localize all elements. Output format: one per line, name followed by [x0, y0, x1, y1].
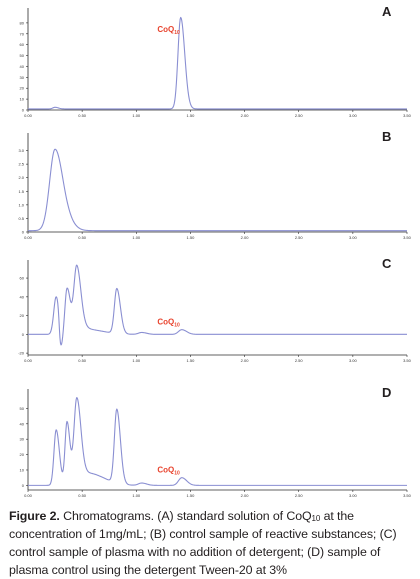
panel-label: A	[382, 4, 392, 19]
x-tick-label: 3.00	[349, 358, 358, 363]
y-tick-label: 70	[20, 31, 25, 36]
y-tick-label: 10	[20, 467, 25, 472]
y-tick-label: 10	[20, 97, 25, 102]
x-tick-label: 1.50	[187, 358, 196, 363]
y-tick-label: 20	[20, 86, 25, 91]
annotation-sub: 10	[174, 30, 180, 36]
peak-annotation-coq10: CoQ10	[157, 466, 180, 477]
x-tick-label: 3.50	[403, 493, 412, 498]
chromatogram-trace	[27, 16, 408, 110]
x-tick-label: 1.00	[132, 113, 141, 118]
x-tick-label: 3.00	[349, 113, 358, 118]
x-tick-label: 0.50	[78, 493, 87, 498]
x-tick-label: 2.00	[241, 358, 250, 363]
y-tick-label: 3.0	[18, 148, 24, 153]
chromatogram-panel-b: 0 0.5 1.0 1.5 2.0 2.5 3.0 0.00 0.50 1.00 1.50 2.00 2…	[18, 129, 411, 240]
annotation-main: CoQ	[157, 25, 174, 34]
x-tick-label: 0.00	[24, 113, 33, 118]
y-tick-label: 1.0	[18, 202, 24, 207]
x-tick-label: 0.00	[24, 358, 33, 363]
x-tick-label: 1.50	[187, 235, 196, 240]
figure-caption: Figure 2. Chromatograms. (A) standard so…	[9, 507, 413, 579]
chromatogram-trace	[27, 264, 408, 346]
caption-text-2: at the concentration of 1mg/mL; (B) cont…	[9, 509, 397, 577]
chromatogram-panel-a: 0 10 20 30 40 50 60 70 80 0.00 0.50 1.00 1.50 2.00 2.5…	[20, 4, 412, 118]
annotation-sub: 10	[174, 322, 180, 328]
x-tick-label: 2.50	[295, 493, 304, 498]
y-tick-label: 2.0	[18, 175, 24, 180]
annotation-main: CoQ	[157, 318, 174, 327]
x-tick-label: 3.00	[349, 493, 358, 498]
x-tick-label: 3.00	[349, 235, 358, 240]
annotation-sub: 10	[174, 470, 180, 476]
y-tick-label: 50	[20, 406, 25, 411]
panel-label: D	[382, 385, 391, 400]
peak-annotation-coq10: CoQ10	[157, 25, 180, 36]
y-tick-label: 0	[22, 332, 25, 337]
y-tick-label: 1.5	[18, 189, 24, 194]
x-tick-label: 2.50	[295, 235, 304, 240]
y-tick-label: 0	[22, 483, 25, 488]
x-tick-label: 2.00	[241, 113, 250, 118]
x-tick-label: 2.00	[241, 235, 250, 240]
y-tick-label: 40	[20, 421, 25, 426]
y-tick-label: 60	[20, 276, 25, 281]
chromatogram-trace	[27, 148, 408, 232]
x-tick-label: 1.00	[132, 493, 141, 498]
chromatogram-panel-d: 0 10 20 30 40 50 0.00 0.50 1.00 1.50 2.00 2.50 3.00 3…	[20, 385, 412, 498]
y-tick-label: 50	[20, 53, 25, 58]
caption-text-1: Chromatograms. (A) standard solution of …	[59, 509, 312, 523]
y-tick-label: -20	[18, 351, 25, 356]
x-tick-label: 3.50	[403, 235, 412, 240]
annotation-main: CoQ	[157, 466, 174, 475]
x-tick-label: 1.00	[132, 358, 141, 363]
y-tick-label: 40	[20, 64, 25, 69]
x-tick-label: 3.50	[403, 113, 412, 118]
x-tick-label: 0.50	[78, 235, 87, 240]
x-tick-label: 2.50	[295, 113, 304, 118]
x-tick-label: 0.00	[24, 235, 33, 240]
chromatogram-panel-c: -20 0 20 40 60 0.00 0.50 1.00 1.50 2.00 2.50 3.00 3.…	[18, 256, 411, 363]
chromatogram-trace	[27, 397, 408, 486]
y-tick-label: 20	[20, 452, 25, 457]
x-tick-label: 0.50	[78, 358, 87, 363]
y-tick-label: 2.5	[18, 162, 24, 167]
y-tick-label: 60	[20, 42, 25, 47]
x-tick-label: 1.00	[132, 235, 141, 240]
y-tick-label: 0.5	[18, 216, 24, 221]
y-tick-label: 40	[20, 294, 25, 299]
y-tick-label: 30	[20, 75, 25, 80]
x-tick-label: 3.50	[403, 358, 412, 363]
peak-annotation-coq10: CoQ10	[157, 318, 180, 329]
panel-label: B	[382, 129, 391, 144]
x-tick-label: 2.00	[241, 493, 250, 498]
x-tick-label: 1.50	[187, 113, 196, 118]
y-tick-label: 30	[20, 437, 25, 442]
x-tick-label: 0.50	[78, 113, 87, 118]
x-tick-label: 1.50	[187, 493, 196, 498]
y-tick-label: 20	[20, 313, 25, 318]
y-tick-label: 80	[20, 20, 25, 25]
caption-subscript: 10	[311, 514, 321, 523]
y-tick-label: 0	[22, 230, 25, 235]
y-tick-label: 0	[22, 108, 25, 113]
x-tick-label: 0.00	[24, 493, 33, 498]
panel-label: C	[382, 256, 392, 271]
x-tick-label: 2.50	[295, 358, 304, 363]
caption-lead: Figure 2.	[9, 509, 60, 523]
